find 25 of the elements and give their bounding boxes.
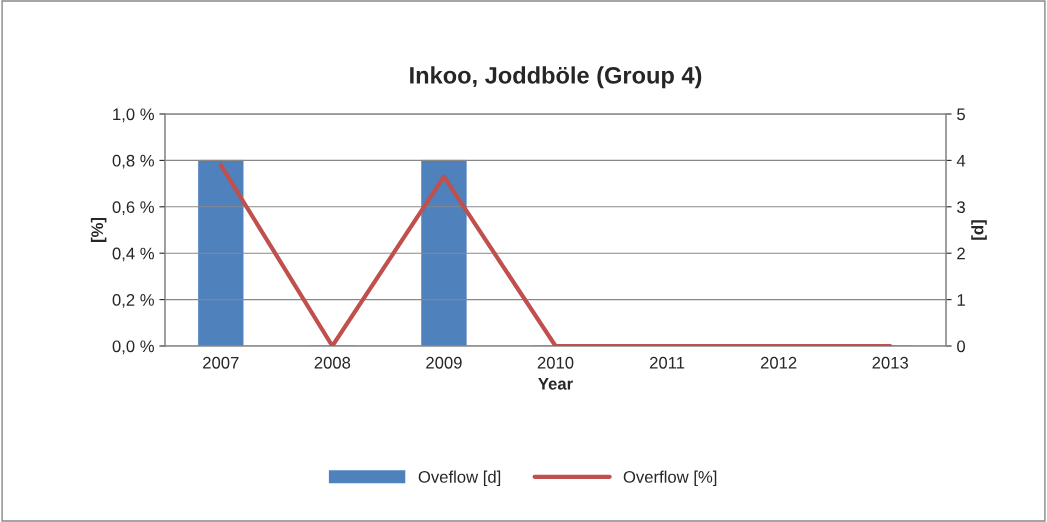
y-tick-label: 0,6 %	[112, 201, 154, 215]
x-tick-label: 2013	[872, 356, 909, 369]
y-tick-label: 1,0 %	[113, 108, 154, 123]
legend-label: Overflow [%]	[623, 470, 717, 487]
y2-axis-title: [d]	[971, 220, 987, 240]
y-tick-label: 0,8 %	[112, 154, 154, 169]
y-axis-title: [%]	[90, 217, 107, 243]
y2-tick-label: 0	[957, 340, 966, 353]
x-axis-title: Year	[538, 378, 573, 390]
y2-tick-label: 5	[957, 108, 965, 121]
x-tick-label: 2007	[203, 356, 239, 369]
y-tick-label: 0,0 %	[112, 340, 154, 355]
x-tick-label: 2012	[760, 356, 797, 369]
x-tick-label: 2008	[314, 356, 351, 369]
y-tick-label: 0,2 %	[112, 294, 154, 308]
y2-tick-label: 1	[957, 294, 965, 306]
x-tick-label: 2009	[426, 356, 462, 369]
x-tick-label: 2011	[649, 356, 685, 369]
chart-title: Inkoo, Joddböle (Group 4)	[410, 66, 702, 89]
x-tick-label: 2010	[537, 356, 574, 369]
y-tick-label: 0,4 %	[112, 247, 154, 262]
y2-tick-label: 2	[957, 247, 965, 260]
y2-tick-label: 3	[957, 201, 965, 213]
y2-tick-label: 4	[956, 154, 966, 167]
legend-label: Oveflow [d]	[418, 470, 501, 487]
